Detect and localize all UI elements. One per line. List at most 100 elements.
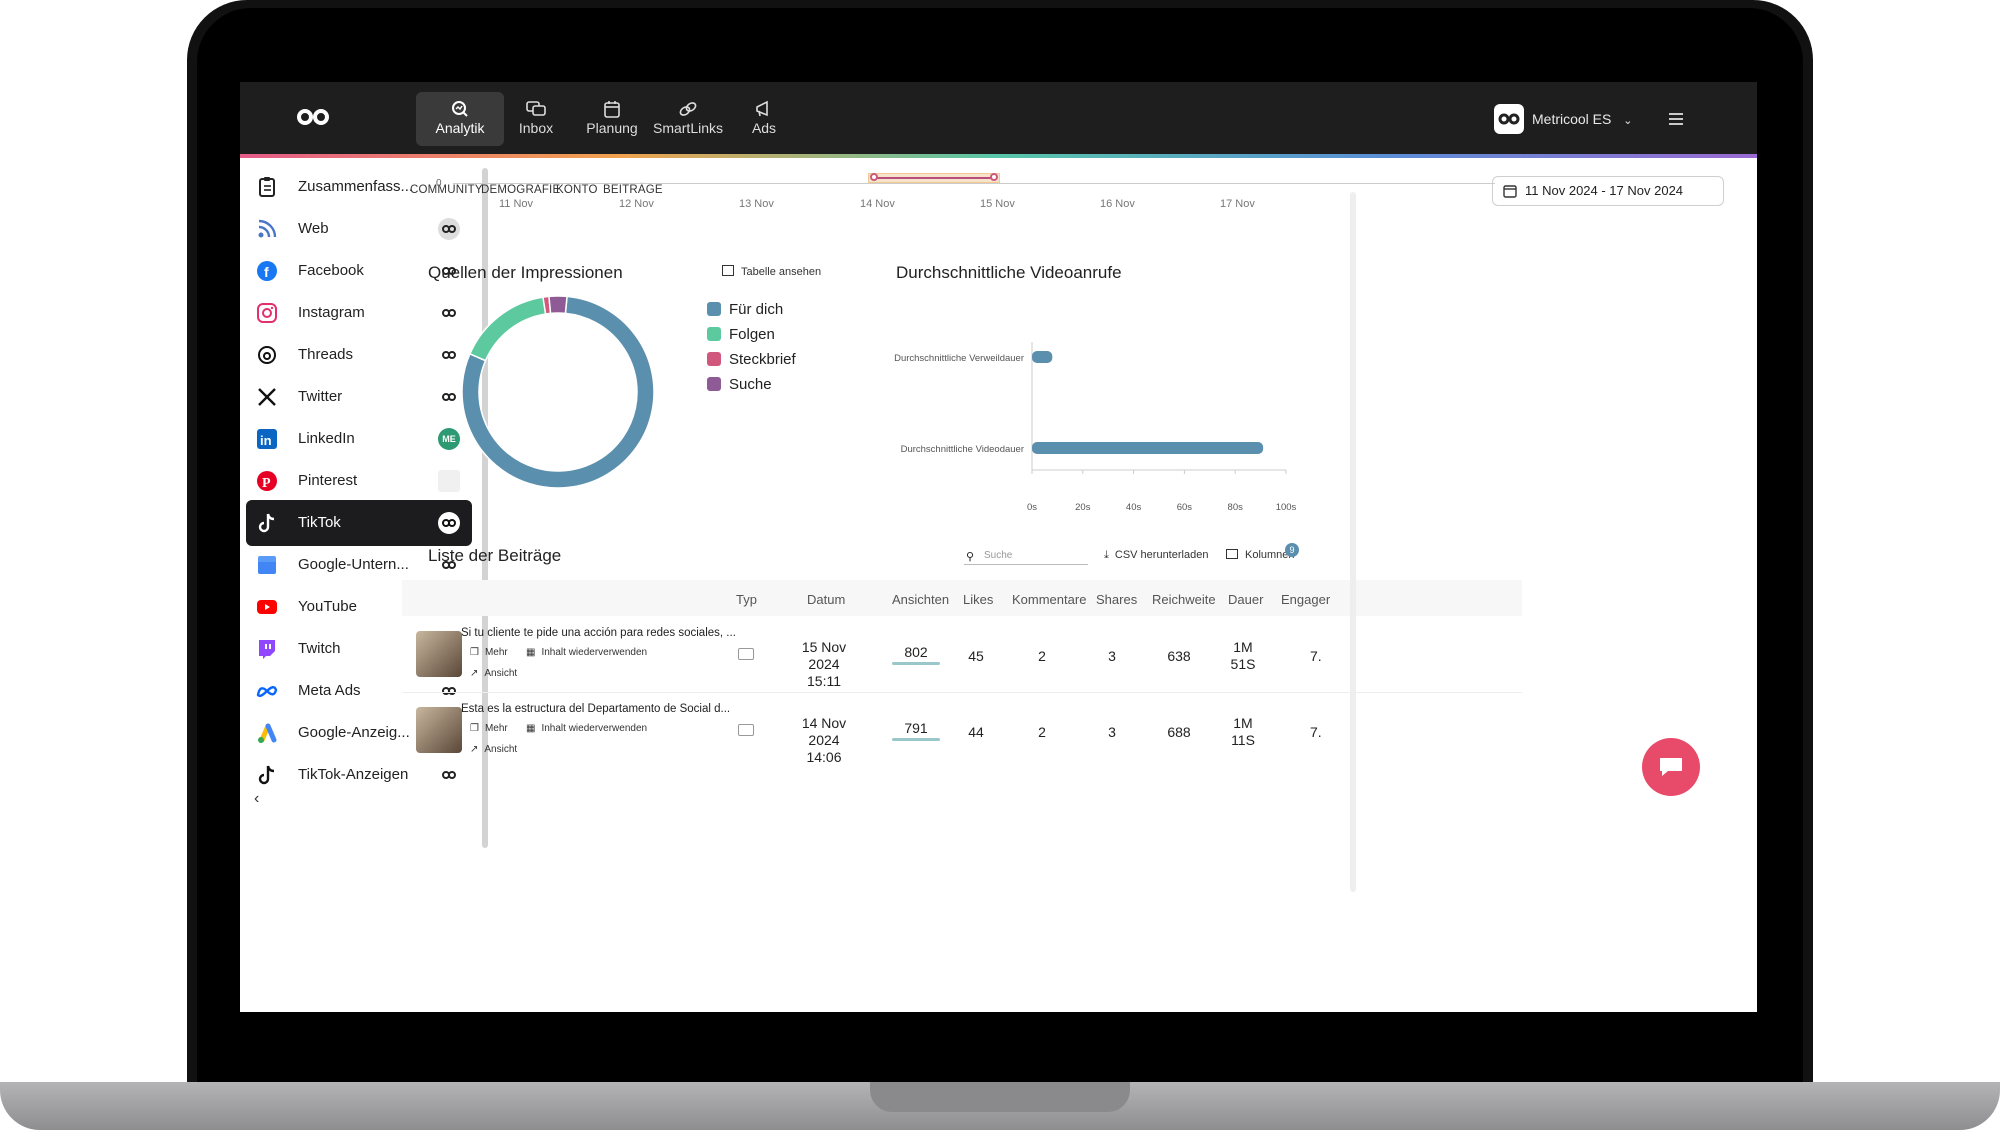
- column-header-dauer[interactable]: Dauer: [1228, 592, 1264, 607]
- column-header-engagement[interactable]: Engager: [1281, 592, 1331, 607]
- column-header-kommentare[interactable]: Kommentare: [1012, 592, 1087, 607]
- reuse-content-button[interactable]: ▦ Inhalt wiederverwenden: [526, 647, 647, 658]
- column-header-shares[interactable]: Shares: [1096, 592, 1138, 607]
- sidebar-item-summary[interactable]: Zusammenfass...: [246, 164, 472, 210]
- bar-category-label: Durchschnittliche Verweildauer: [894, 353, 1024, 364]
- view-table-button[interactable]: Tabelle ansehen: [722, 265, 821, 278]
- post-thumbnail[interactable]: [416, 707, 462, 753]
- metricool-logo-icon: [442, 309, 456, 317]
- sidebar-item-twitter[interactable]: Twitter: [246, 374, 472, 420]
- tab-community[interactable]: COMMUNITY: [410, 184, 483, 196]
- tab-beitraege[interactable]: BEITRÄGE: [603, 184, 663, 196]
- sidebar-item-tiktok[interactable]: TikTok: [246, 500, 472, 546]
- youtube-icon: [257, 600, 277, 614]
- post-text[interactable]: Si tu cliente te pide una acción para re…: [461, 627, 736, 639]
- sidebar-item-pinterest[interactable]: P Pinterest: [246, 458, 472, 504]
- nav-planung[interactable]: Planung: [568, 92, 656, 146]
- sidebar-item-threads[interactable]: Threads: [246, 332, 472, 378]
- more-button[interactable]: ❐ Mehr: [470, 647, 508, 658]
- sidebar-item-label: Meta Ads: [298, 682, 361, 699]
- donut-slice-folgen[interactable]: [468, 296, 547, 362]
- tiktok-icon: [258, 765, 275, 785]
- sidebar-item-facebook[interactable]: f Facebook: [246, 248, 472, 294]
- table-header-row: [402, 580, 1522, 616]
- nav-ads[interactable]: Ads: [720, 92, 808, 146]
- nav-label: Planung: [586, 120, 638, 136]
- legend-label: Folgen: [729, 326, 775, 343]
- post-text[interactable]: Esta es la estructura del Departamento d…: [461, 703, 731, 715]
- tab-konto[interactable]: KONTO: [556, 184, 598, 196]
- nav-smartlinks[interactable]: SmartLinks: [644, 92, 732, 146]
- impressions-title: Quellen der Impressionen: [428, 263, 623, 282]
- sidebar-item-linkedin[interactable]: in LinkedIn ME: [246, 416, 472, 462]
- post-duration-min: 1M: [1233, 715, 1253, 731]
- sidebar-scrollbar[interactable]: [482, 168, 488, 848]
- sidebar-item-tiktok-ads[interactable]: TikTok-Anzeigen: [246, 752, 472, 798]
- csv-download-button[interactable]: ⤓ CSV herunterladen: [1104, 549, 1208, 562]
- account-avatar[interactable]: [1494, 104, 1524, 134]
- columns-label: Kolumnen: [1245, 549, 1295, 561]
- account-switcher[interactable]: Metricool ES ⌄: [1532, 111, 1632, 127]
- inbox-icon: [526, 101, 546, 116]
- copy-icon: ❐: [470, 723, 479, 734]
- chat-icon: [1660, 758, 1682, 776]
- x-tick-label: 40s: [1126, 502, 1142, 513]
- content-scrollbar[interactable]: [1350, 192, 1356, 892]
- more-button[interactable]: ❐ Mehr: [470, 723, 508, 734]
- column-header-datum[interactable]: Datum: [807, 592, 846, 607]
- menu-icon[interactable]: [1668, 112, 1684, 126]
- sidebar-item-google-ads[interactable]: Google-Anzeig...: [246, 710, 472, 756]
- post-thumbnail[interactable]: [416, 631, 462, 677]
- chat-button[interactable]: [1642, 738, 1700, 796]
- bar-verweildauer[interactable]: [1032, 351, 1053, 363]
- legend-item[interactable]: Folgen: [707, 326, 796, 343]
- nav-analytik[interactable]: Analytik: [416, 92, 504, 146]
- columns-button[interactable]: Kolumnen: [1226, 549, 1295, 561]
- sidebar-item-meta-ads[interactable]: Meta Ads: [246, 668, 472, 714]
- collapse-sidebar-icon[interactable]: ‹: [254, 790, 260, 807]
- column-header-reichweite[interactable]: Reichweite: [1152, 592, 1216, 607]
- calendar-icon: [1503, 185, 1517, 198]
- data-point[interactable]: [990, 173, 998, 181]
- view-post-button[interactable]: ↗ Ansicht: [470, 744, 517, 755]
- posts-title: Liste der Beiträge: [428, 546, 562, 565]
- donut-slice-f-r-dich[interactable]: [461, 295, 655, 489]
- top-bar-accent: [240, 154, 1757, 158]
- post-views: 802: [904, 644, 928, 660]
- post-engagement: 7.: [1310, 648, 1322, 664]
- post-likes: 44: [968, 724, 984, 740]
- reuse-content-button[interactable]: ▦ Inhalt wiederverwenden: [526, 723, 647, 734]
- data-point[interactable]: [870, 173, 878, 181]
- post-duration-sec: 51S: [1230, 656, 1256, 672]
- metricool-logo-icon: [442, 561, 456, 569]
- view-post-button[interactable]: ↗ Ansicht: [470, 668, 517, 679]
- legend-item[interactable]: Für dich: [707, 301, 796, 318]
- tab-demografie[interactable]: DEMOGRAFIE: [481, 184, 561, 196]
- metricool-logo-icon[interactable]: [296, 108, 330, 126]
- post-duration-sec: 11S: [1231, 732, 1255, 748]
- legend-swatch: [707, 377, 721, 391]
- sidebar-item-google-business[interactable]: Google-Untern...: [246, 542, 472, 588]
- column-header-ansichten[interactable]: Ansichten: [892, 592, 950, 607]
- date-range-picker[interactable]: 11 Nov 2024 - 17 Nov 2024: [1492, 176, 1724, 206]
- sidebar-item-web[interactable]: Web: [246, 206, 472, 252]
- column-header-likes[interactable]: Likes: [963, 592, 994, 607]
- legend-item[interactable]: Suche: [707, 376, 796, 393]
- linkedin-icon: in: [257, 429, 277, 449]
- columns-count-badge: 9: [1285, 543, 1299, 557]
- connection-status-icon: [438, 386, 460, 408]
- donut-slice-suche[interactable]: [548, 295, 568, 315]
- legend-item[interactable]: Steckbrief: [707, 351, 796, 368]
- x-tick-label: 0s: [1027, 502, 1037, 513]
- x-tick-label: 100s: [1276, 502, 1297, 513]
- column-header-typ[interactable]: Typ: [736, 592, 757, 607]
- metricool-logo-icon: [442, 771, 456, 779]
- bar-videodauer[interactable]: [1032, 442, 1264, 454]
- post-comments: 2: [1038, 648, 1046, 664]
- sidebar-item-instagram[interactable]: Instagram: [246, 290, 472, 336]
- impressions-donut-chart: [461, 295, 655, 489]
- sidebar-item-label: LinkedIn: [298, 430, 355, 447]
- table-row[interactable]: [402, 616, 1522, 693]
- search-input[interactable]: ⚲ Suche: [964, 548, 1088, 565]
- nav-inbox[interactable]: Inbox: [492, 92, 580, 146]
